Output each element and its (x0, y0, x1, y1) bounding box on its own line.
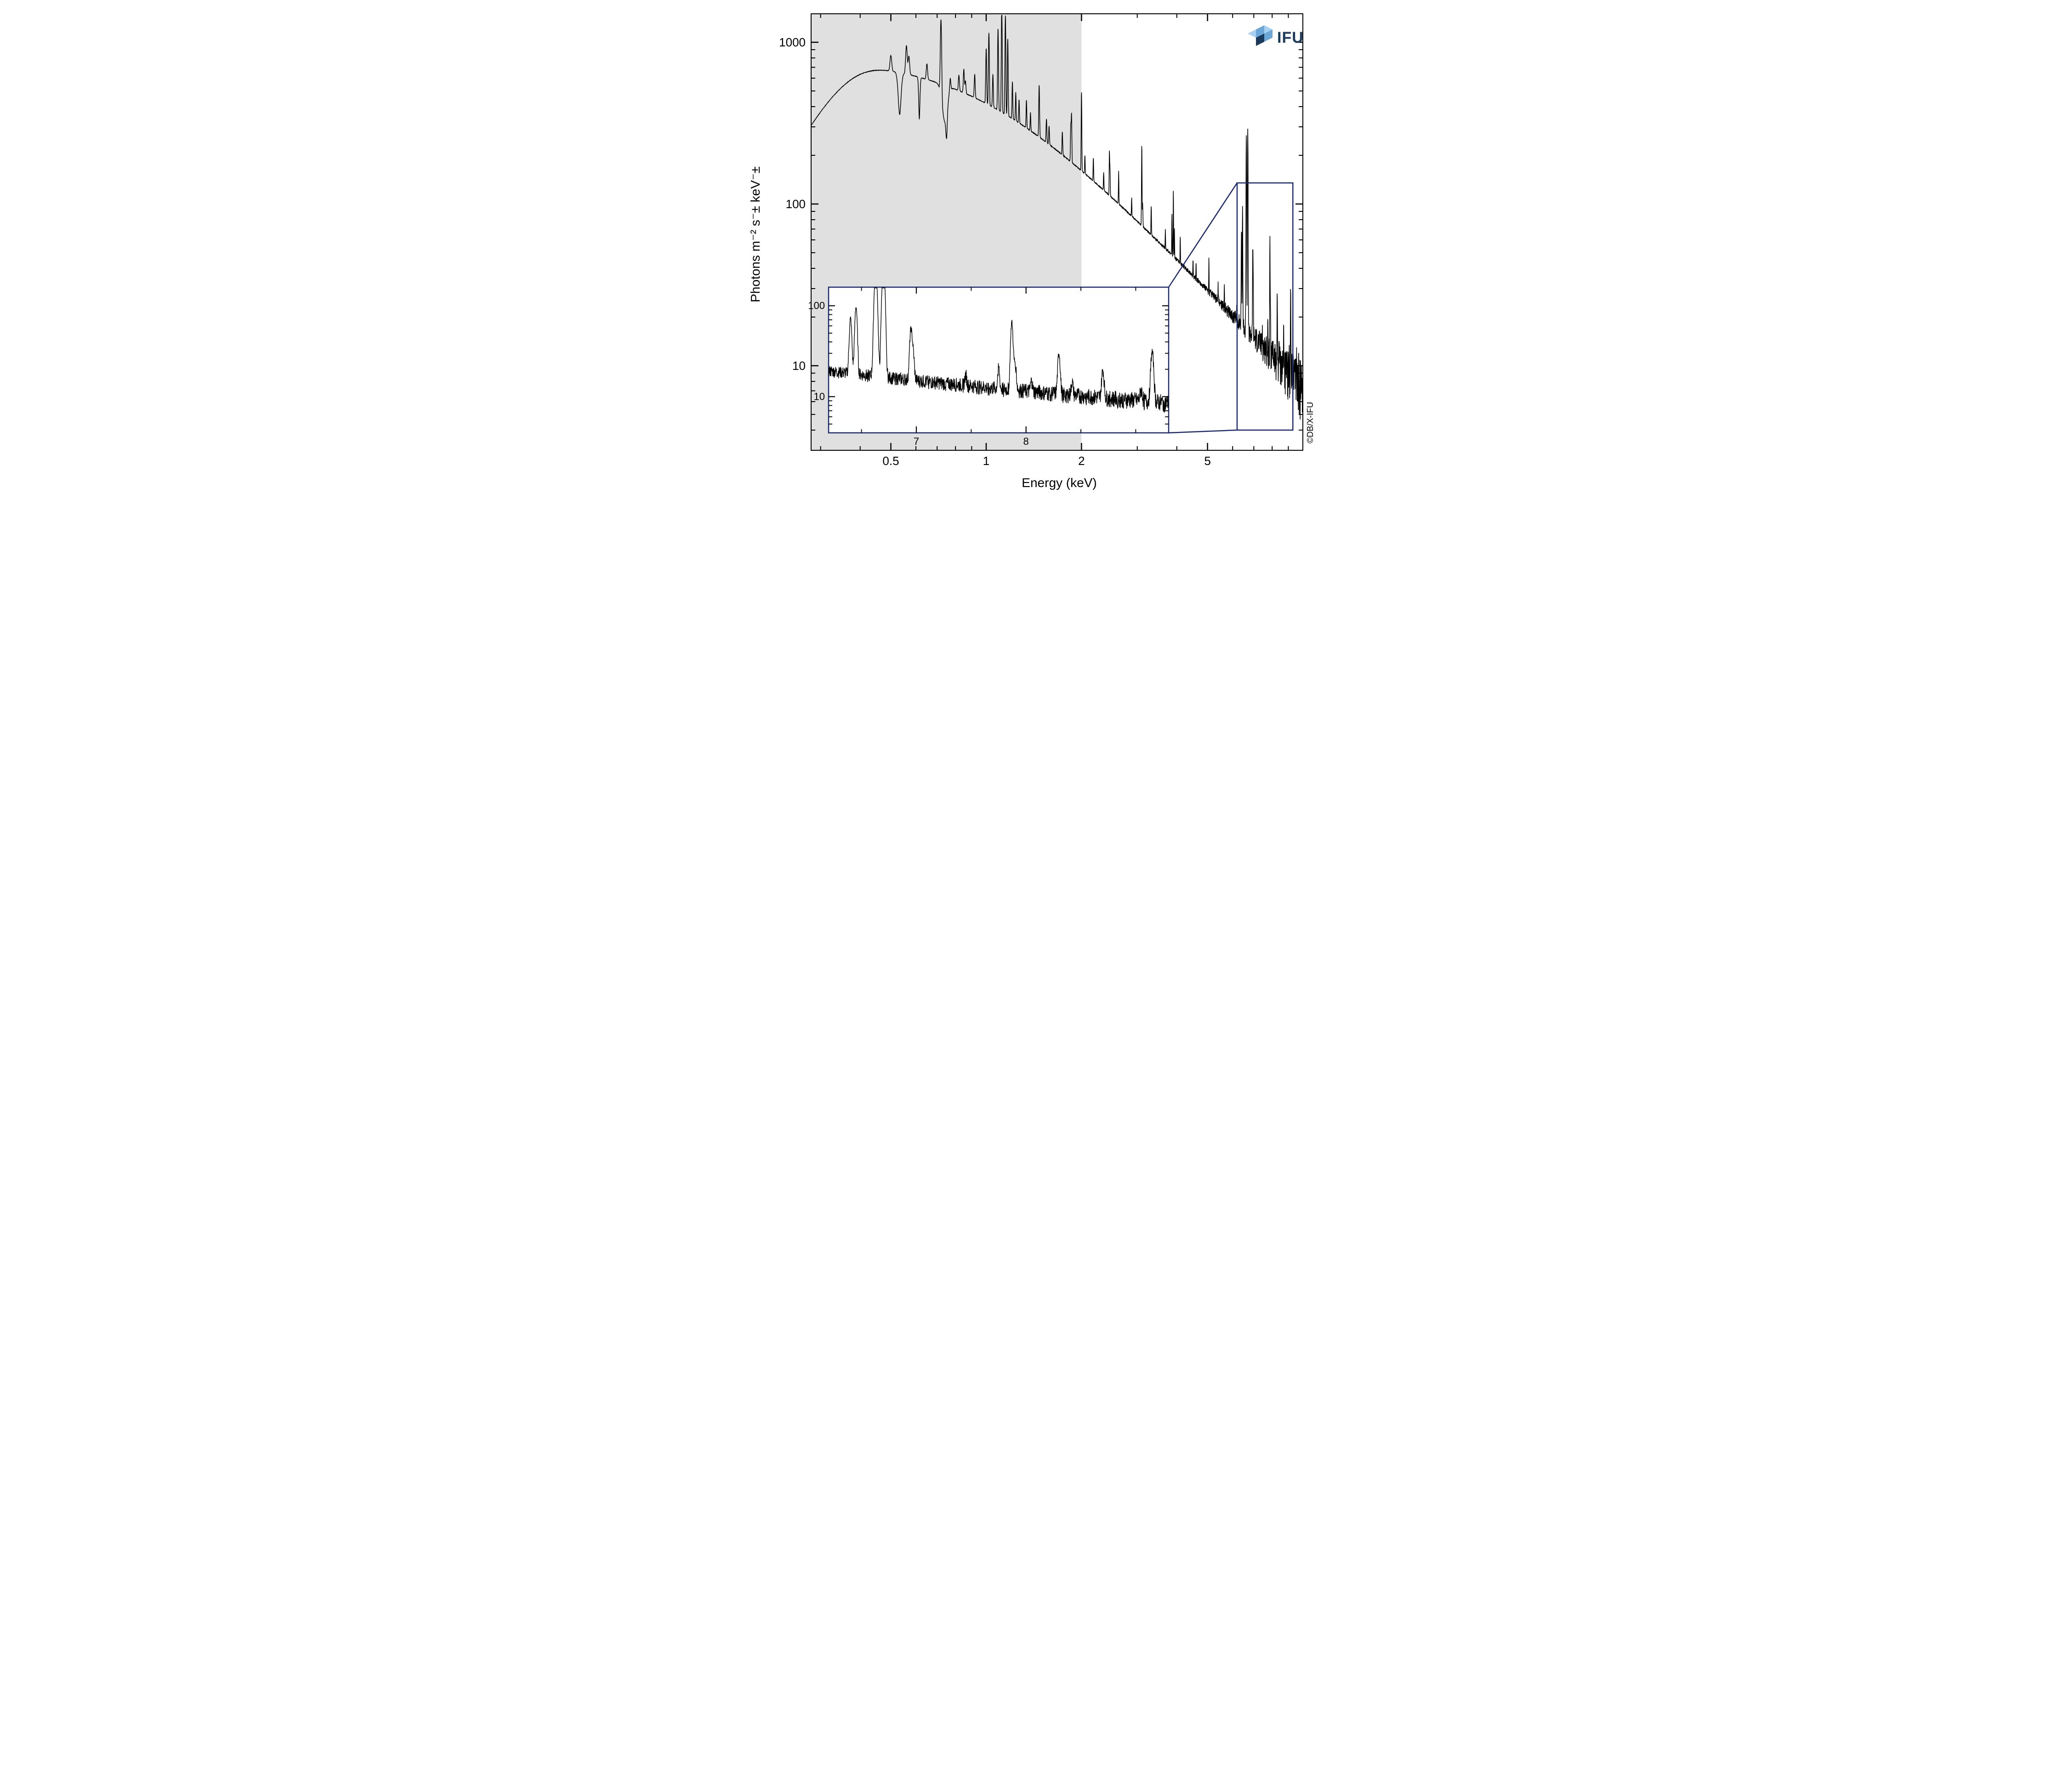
spectrum-chart: 0.5 1 2 5 10 100 1000 7 8 10 100 IFU ©DB/X-IFU Ene… (747, 0, 1321, 498)
copyright-text: ©DB/X-IFU (1306, 402, 1315, 443)
logo-text: IFU (1277, 29, 1304, 46)
inset-y-tick-label: 10 (814, 391, 825, 402)
x-axis-label: Energy (keV) (1022, 476, 1096, 490)
zoom-connector (1169, 430, 1237, 433)
y-tick-label: 1000 (779, 35, 806, 49)
y-tick-label: 10 (792, 359, 806, 373)
x-tick-label: 1 (983, 454, 989, 468)
x-tick-label: 0.5 (882, 454, 899, 468)
zoom-connector (1169, 183, 1237, 287)
ifu-logo: IFU (1248, 25, 1304, 46)
y-tick-label: 100 (786, 197, 806, 211)
x-tick-label: 2 (1078, 454, 1085, 468)
y-axis-label: Photons m⁻² s⁻± keV⁻± (748, 166, 762, 302)
x-tick-label: 5 (1204, 454, 1210, 468)
chart-container: 0.5 1 2 5 10 100 1000 7 8 10 100 IFU ©DB/X-IFU Ene… (747, 0, 1321, 498)
inset-y-tick-label: 100 (808, 300, 825, 311)
inset-x-tick-label: 7 (914, 436, 919, 447)
inset-x-tick-label: 8 (1023, 436, 1029, 447)
